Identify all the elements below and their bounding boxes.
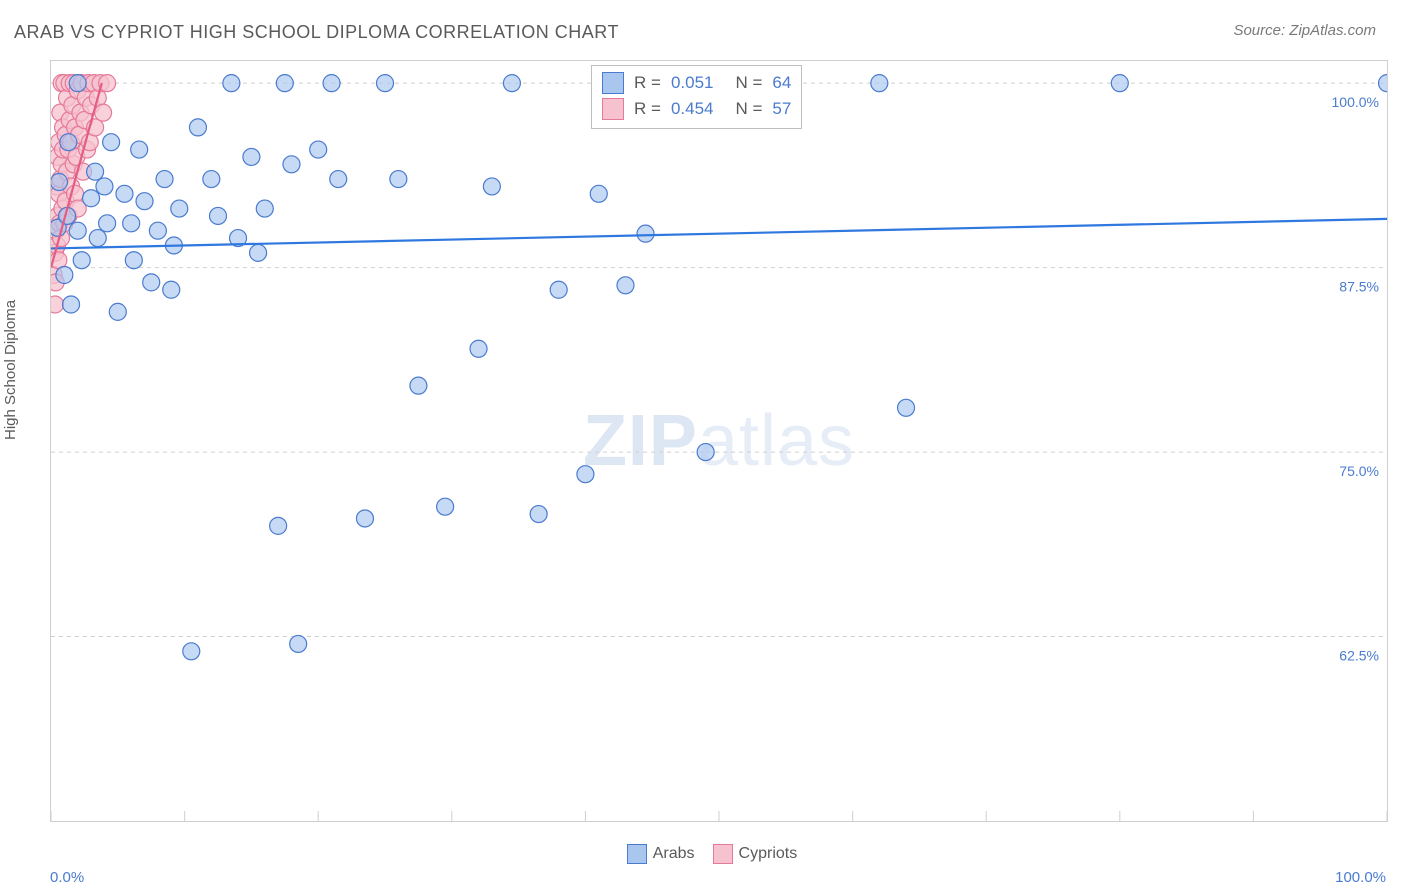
n-value: 64: [772, 73, 791, 93]
y-tick-label: 100.0%: [1332, 94, 1379, 110]
point-arabs: [898, 399, 915, 416]
point-arabs: [617, 277, 634, 294]
point-arabs: [69, 75, 86, 92]
point-arabs: [96, 178, 113, 195]
point-arabs: [143, 274, 160, 291]
point-arabs: [51, 174, 68, 191]
trendline-arabs: [51, 219, 1387, 249]
point-arabs: [63, 296, 80, 313]
legend-correlation-row: R = 0.051 N = 64: [602, 70, 791, 96]
point-arabs: [437, 498, 454, 515]
point-arabs: [136, 193, 153, 210]
point-arabs: [1111, 75, 1128, 92]
point-arabs: [330, 171, 347, 188]
point-arabs: [163, 281, 180, 298]
point-arabs: [637, 225, 654, 242]
point-arabs: [256, 200, 273, 217]
point-arabs: [323, 75, 340, 92]
point-arabs: [149, 222, 166, 239]
point-arabs: [377, 75, 394, 92]
point-arabs: [89, 230, 106, 247]
point-arabs: [83, 190, 100, 207]
r-value: 0.051: [671, 73, 714, 93]
point-arabs: [283, 156, 300, 173]
point-arabs: [125, 252, 142, 269]
point-arabs: [590, 185, 607, 202]
point-arabs: [697, 444, 714, 461]
plot-area: ZIPatlas 62.5%75.0%87.5%100.0% R =0.051N…: [50, 60, 1388, 822]
point-cypriots: [95, 104, 112, 121]
source-attribution: Source: ZipAtlas.com: [1233, 22, 1376, 39]
point-arabs: [56, 266, 73, 283]
legend-series: Arabs Cypriots: [0, 844, 1406, 864]
legend-series-label: Arabs: [653, 845, 695, 862]
legend-swatch: [627, 844, 647, 864]
point-arabs: [116, 185, 133, 202]
point-arabs: [483, 178, 500, 195]
chart-svg: 62.5% 75.0% 87.5% 100.0%: [51, 61, 1387, 821]
point-arabs: [203, 171, 220, 188]
point-arabs: [276, 75, 293, 92]
x-axis-max-label: 100.0%: [1335, 869, 1386, 886]
point-cypriots: [51, 296, 64, 313]
legend-swatch: [602, 98, 624, 120]
point-arabs: [270, 517, 287, 534]
chart-title: ARAB VS CYPRIOT HIGH SCHOOL DIPLOMA CORR…: [14, 22, 619, 43]
point-arabs: [390, 171, 407, 188]
point-arabs: [1379, 75, 1388, 92]
point-arabs: [183, 643, 200, 660]
point-arabs: [123, 215, 140, 232]
point-arabs: [87, 163, 104, 180]
point-arabs: [103, 134, 120, 151]
point-arabs: [60, 134, 77, 151]
point-arabs: [577, 466, 594, 483]
point-arabs: [250, 244, 267, 261]
point-arabs: [550, 281, 567, 298]
r-label: R =: [634, 73, 661, 93]
point-arabs: [503, 75, 520, 92]
point-arabs: [189, 119, 206, 136]
point-arabs: [356, 510, 373, 527]
point-arabs: [99, 215, 116, 232]
point-arabs: [243, 148, 260, 165]
n-label: N =: [735, 99, 762, 119]
y-tick-label: 75.0%: [1339, 463, 1379, 479]
point-arabs: [871, 75, 888, 92]
legend-correlation-row: R = 0.454 N = 57: [602, 96, 791, 122]
r-label: R =: [634, 99, 661, 119]
point-arabs: [470, 340, 487, 357]
n-value: 57: [772, 99, 791, 119]
point-arabs: [69, 222, 86, 239]
point-arabs: [109, 303, 126, 320]
point-arabs: [310, 141, 327, 158]
n-label: N =: [735, 73, 762, 93]
point-arabs: [530, 506, 547, 523]
point-arabs: [223, 75, 240, 92]
point-arabs: [73, 252, 90, 269]
legend-series-label: Cypriots: [739, 845, 798, 862]
y-tick-label: 62.5%: [1339, 648, 1379, 664]
point-arabs: [131, 141, 148, 158]
point-arabs: [410, 377, 427, 394]
legend-correlation: R = 0.051 N = 64 R = 0.454 N = 57: [591, 65, 802, 129]
point-arabs: [156, 171, 173, 188]
x-axis-min-label: 0.0%: [50, 869, 84, 886]
point-arabs: [171, 200, 188, 217]
r-value: 0.454: [671, 99, 714, 119]
point-arabs: [210, 207, 227, 224]
legend-swatch: [713, 844, 733, 864]
y-tick-label: 87.5%: [1339, 279, 1379, 295]
point-arabs: [290, 635, 307, 652]
legend-swatch: [602, 72, 624, 94]
y-axis-label: High School Diploma: [2, 300, 19, 440]
